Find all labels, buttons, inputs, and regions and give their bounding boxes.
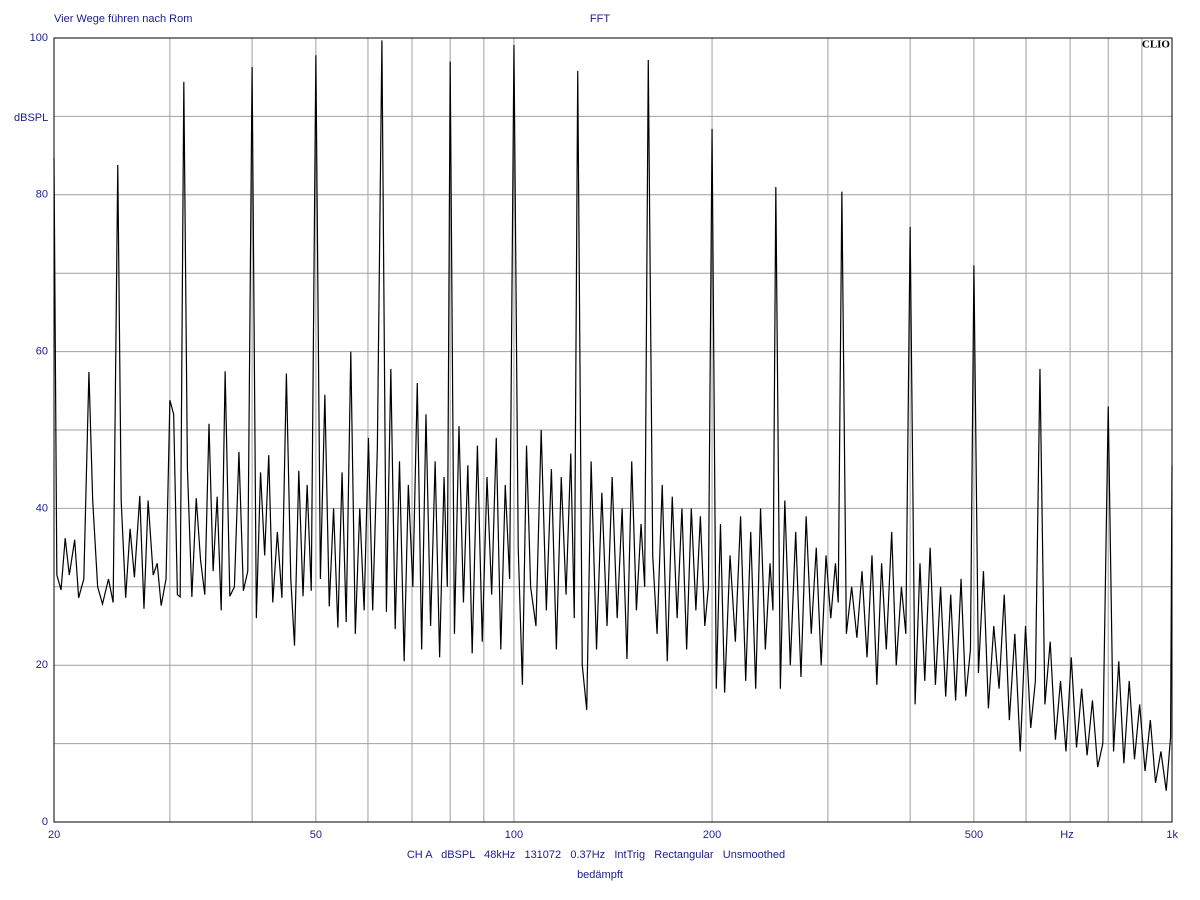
x-tick-label: 50 bbox=[310, 829, 322, 841]
x-tick-label: 100 bbox=[505, 829, 523, 841]
y-tick-label: 20 bbox=[36, 659, 48, 671]
chart-subtitle: Vier Wege führen nach Rom bbox=[54, 13, 192, 25]
y-tick-label: 60 bbox=[36, 346, 48, 358]
spectrum-line bbox=[53, 40, 1173, 791]
footer-note: bedämpft bbox=[577, 869, 623, 881]
chart-title: FFT bbox=[590, 13, 610, 25]
brand-label: CLIO bbox=[1142, 39, 1171, 51]
plot-frame bbox=[53, 37, 1173, 823]
x-tick-label: 200 bbox=[703, 829, 721, 841]
y-tick-label: 40 bbox=[36, 502, 48, 514]
x-unit-label: Hz bbox=[1060, 829, 1073, 841]
y-tick-label: 80 bbox=[36, 189, 48, 201]
y-tick-label: 0 bbox=[42, 816, 48, 828]
y-tick-label: 100 bbox=[30, 32, 48, 44]
x-tick-label: 20 bbox=[48, 829, 60, 841]
x-tick-label: 500 bbox=[965, 829, 983, 841]
footer: CH A dBSPL 48kHz 131072 0.37Hz IntTrig R… bbox=[407, 849, 785, 861]
x-tick-label: 1k bbox=[1166, 829, 1178, 841]
y-axis-label: dBSPL bbox=[14, 112, 48, 124]
